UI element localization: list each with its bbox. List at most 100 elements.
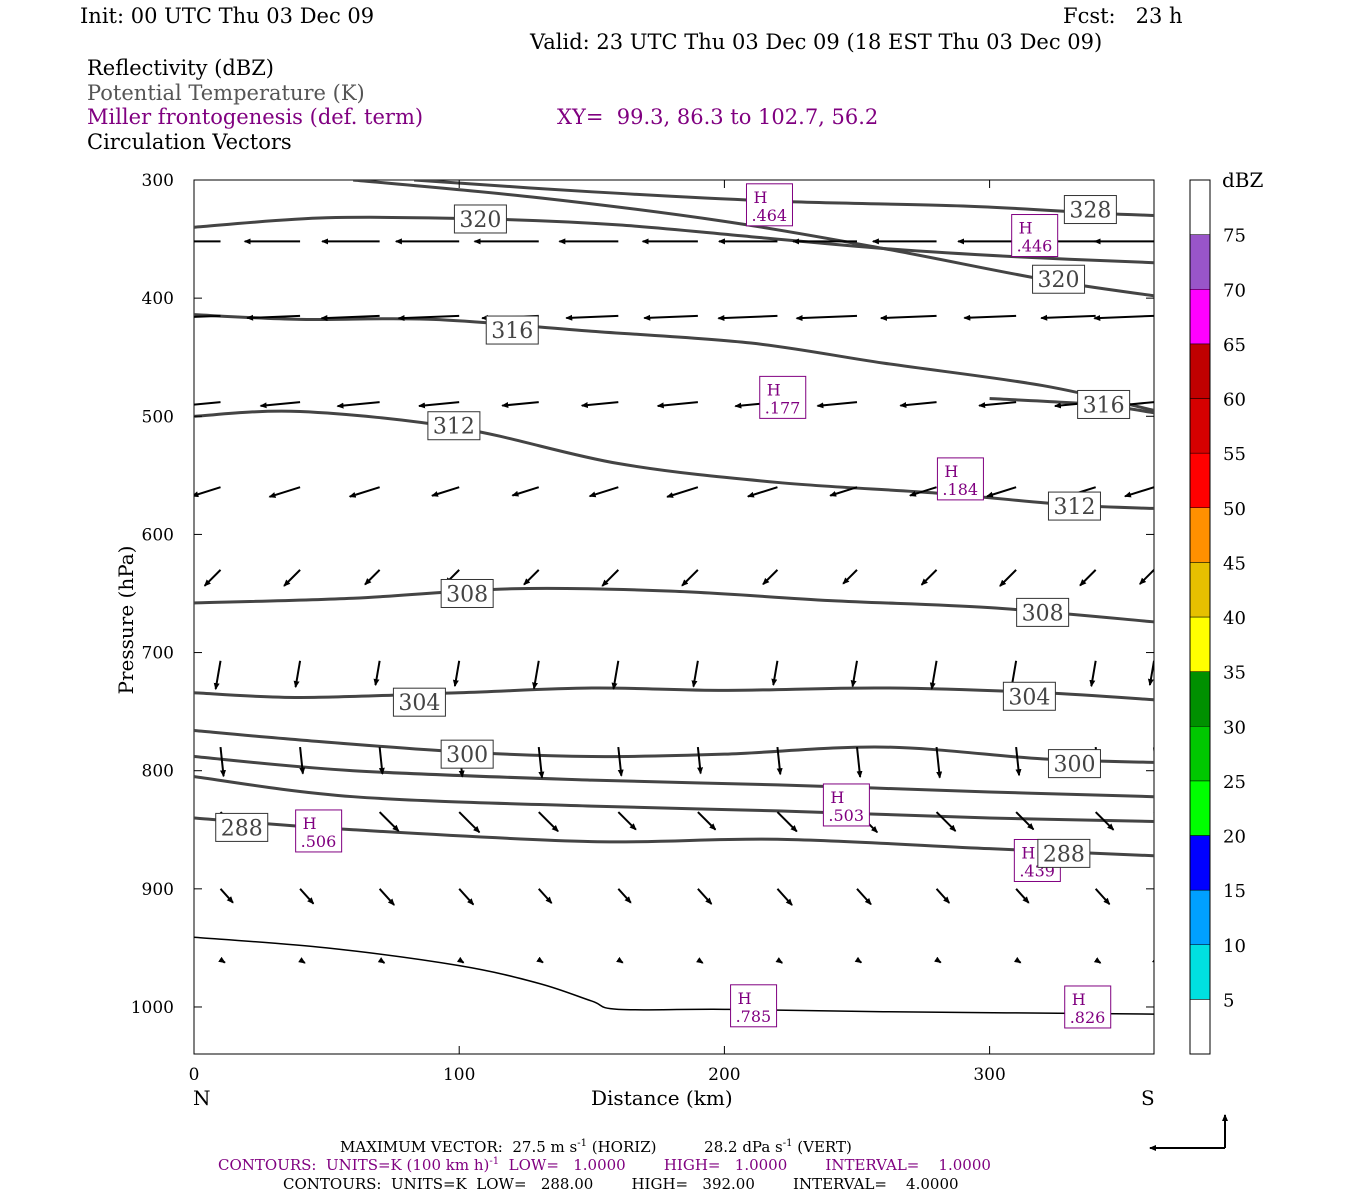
- circulation-vector: [1124, 486, 1154, 498]
- fronto-high-label: H: [1072, 990, 1086, 1009]
- field-reflectivity: Reflectivity (dBZ): [87, 56, 275, 80]
- circulation-vector: [1013, 956, 1022, 964]
- circulation-vector: [320, 314, 380, 321]
- circulation-vector: [523, 569, 540, 586]
- init-time: Init: 00 UTC Thu 03 Dec 09: [80, 4, 375, 28]
- fronto-high-label: H: [303, 814, 317, 833]
- circulation-vector: [565, 314, 619, 321]
- theta-contour-296: [194, 755, 1154, 799]
- circulation-vector: [348, 486, 380, 498]
- circulation-vector: [268, 486, 301, 498]
- circulation-vector: [776, 811, 798, 833]
- colorbar-segment: [1189, 999, 1211, 1055]
- circulation-vector: [795, 314, 858, 322]
- fronto-high-box: [730, 984, 778, 1028]
- circulation-vector: [378, 746, 385, 775]
- y-tick-label: 900: [142, 880, 174, 900]
- y-tick-label: 400: [142, 289, 174, 309]
- theta-label-box: [1077, 389, 1131, 419]
- colorbar-segment: [1189, 562, 1211, 618]
- circulation-vector: [775, 957, 784, 964]
- fronto-high-label: H: [1019, 219, 1033, 238]
- circulation-vector: [537, 746, 545, 779]
- theta-label-308: 308: [1022, 601, 1064, 626]
- circulation-vector: [1094, 811, 1115, 831]
- fronto-high-value: .446: [1017, 237, 1053, 256]
- x-tick-label: 200: [708, 1065, 740, 1085]
- theta-label-box: [440, 739, 494, 769]
- circulation-vector: [1015, 746, 1022, 777]
- field-potential-temperature: Potential Temperature (K): [87, 81, 365, 105]
- theta-contour-320: [194, 215, 1154, 265]
- colorbar-label: 30: [1223, 717, 1246, 738]
- circulation-vector: [963, 314, 1017, 321]
- colorbar-label: 50: [1223, 499, 1246, 520]
- circulation-vector: [532, 660, 540, 690]
- theta-contour-300: [194, 729, 1154, 764]
- colorbar-label: 40: [1223, 608, 1246, 629]
- colorbar: 5 10 15 20 25 30 35 40 45 50 55 60 65 70 75: [1189, 179, 1246, 1055]
- y-axis-label: Pressure (hPa): [114, 545, 138, 695]
- fronto-high-box: [295, 809, 343, 853]
- colorbar-label: 75: [1223, 226, 1246, 247]
- circulation-vector: [213, 660, 222, 691]
- colorbar-label: 5: [1223, 990, 1234, 1011]
- circulation-vector: [696, 746, 704, 775]
- colorbar-label: 10: [1223, 936, 1246, 957]
- circulation-vector: [856, 746, 863, 779]
- colorbar-segment: [1189, 671, 1211, 727]
- fronto-high-box: [936, 457, 984, 501]
- circulation-vector: [377, 957, 386, 964]
- circulation-vector: [746, 486, 778, 498]
- colorbar-label: 35: [1223, 663, 1246, 684]
- theta-label-288: 288: [1043, 842, 1085, 867]
- circulation-vector: [218, 956, 226, 964]
- fronto-high-value: .826: [1070, 1008, 1106, 1027]
- circulation-vector: [854, 956, 863, 964]
- fronto-high-value: .503: [828, 806, 864, 825]
- fronto-high-value: .464: [751, 206, 787, 225]
- circulation-vector: [203, 569, 222, 587]
- plot-area: [193, 179, 1155, 1055]
- circulation-vector: [1153, 888, 1154, 891]
- circulation-vector: [580, 401, 619, 409]
- fronto-high-value: .184: [942, 480, 978, 499]
- reference-vector: [1149, 1114, 1228, 1151]
- colorbar-segment: [1189, 780, 1211, 836]
- circulation-vector: [1089, 660, 1097, 688]
- theta-label-box: [1047, 749, 1101, 779]
- theta-label-320: 320: [1038, 268, 1080, 293]
- theta-label-box: [392, 687, 446, 717]
- circulation-vector: [194, 401, 221, 406]
- circulation-vector: [397, 314, 460, 322]
- theta-label-312: 312: [1053, 495, 1095, 520]
- colorbar-label: 20: [1223, 827, 1246, 848]
- circulation-vector: [1139, 569, 1154, 585]
- circulation-vector: [717, 314, 778, 321]
- y-tick-label: 800: [142, 762, 174, 782]
- circulation-vector: [978, 401, 1017, 409]
- circulation-vector: [336, 401, 380, 409]
- colorbar-segment: [1189, 944, 1211, 1000]
- y-tick-label: 300: [142, 171, 174, 191]
- theta-label-box: [1037, 838, 1091, 868]
- circulation-vector: [293, 660, 302, 689]
- circulation-vector: [538, 811, 559, 833]
- circulation-vector: [194, 486, 221, 498]
- fronto-high-label: H: [738, 989, 752, 1008]
- fronto-high-box: [822, 783, 870, 827]
- valid-time: Valid: 23 UTC Thu 03 Dec 09 (18 EST Thu …: [530, 30, 1103, 54]
- cross-section-endpoints: XY= 99.3, 86.3 to 102.7, 56.2: [557, 105, 879, 129]
- circulation-vector: [929, 660, 938, 690]
- theta-label-box: [1032, 264, 1086, 294]
- circulation-vector: [617, 746, 624, 777]
- circulation-vector: [1152, 957, 1154, 964]
- fronto-contour-info: CONTOURS: UNITS=K (100 km h)-1 LOW= 1.00…: [218, 1156, 991, 1174]
- circulation-vector: [538, 888, 553, 904]
- colorbar-segment: [1189, 398, 1211, 454]
- max-vector-line: MAXIMUM VECTOR: 27.5 m s-1 (HORIZ) 28.2 …: [340, 1138, 852, 1156]
- circulation-vector: [299, 746, 306, 775]
- theta-label-288: 288: [221, 816, 263, 841]
- colorbar-title: dBZ: [1222, 168, 1264, 192]
